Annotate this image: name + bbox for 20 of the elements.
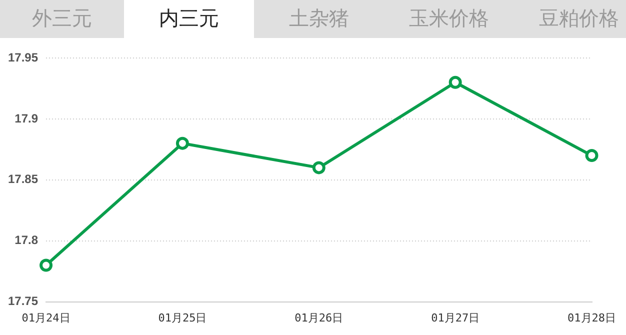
text: 玉米价格 [408, 5, 490, 32]
x-tick-label: 01月25日 [158, 311, 207, 324]
text: 外三元 [31, 5, 93, 32]
text: 内三元 [124, 0, 254, 38]
point [176, 136, 189, 150]
point [312, 161, 326, 174]
point [40, 258, 53, 272]
x-tick-label: 01月27日 [431, 311, 480, 324]
text: 豆粕价格 [538, 5, 620, 32]
point [585, 149, 598, 162]
y-tick-label: 17.95 [8, 50, 38, 64]
y-tick-label: 17.8 [14, 233, 38, 248]
y-tick-label: 17.9 [14, 111, 38, 126]
x-tick-label: 01月26日 [294, 311, 344, 324]
y-tick-label: 17.75 [8, 294, 38, 308]
x-tick-label: 01月28日 [568, 311, 616, 324]
x-tick-label: 01月24日 [22, 311, 70, 324]
y-tick-label: 17.85 [8, 172, 38, 186]
text: 土杂猪 [288, 5, 350, 32]
point [448, 76, 462, 89]
